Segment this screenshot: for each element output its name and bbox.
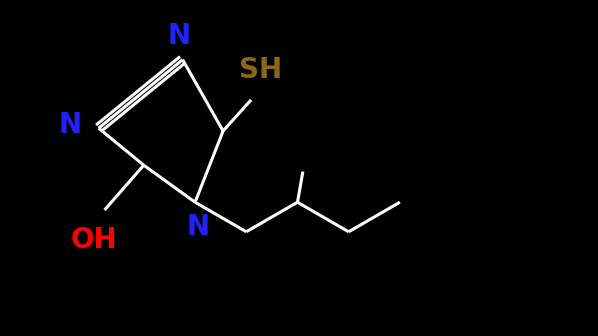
Text: N: N <box>187 213 210 242</box>
Text: N: N <box>58 111 81 139</box>
Text: N: N <box>168 23 191 50</box>
Text: SH: SH <box>239 56 282 84</box>
Text: OH: OH <box>71 225 117 254</box>
